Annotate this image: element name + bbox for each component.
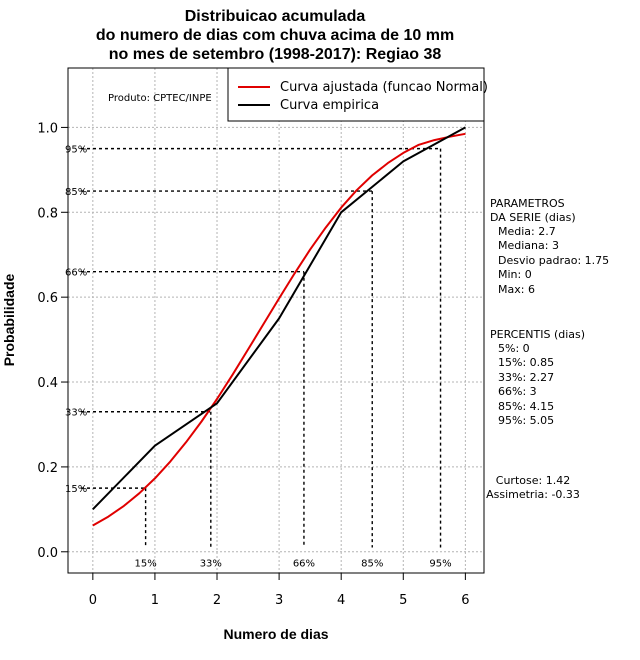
side-panel: PARAMETROS DA SERIE (dias) Media: 2.7 Me… xyxy=(486,197,609,501)
percentile-x-label: 85% xyxy=(361,559,383,570)
percentil-95: 95%: 5.05 xyxy=(498,414,554,427)
y-axis-label: Probabilidade xyxy=(1,274,17,367)
x-tick-label: 5 xyxy=(399,593,407,608)
percentile-x-label: 66% xyxy=(293,559,315,570)
percentile-y-label: 85% xyxy=(65,187,87,198)
fitted-normal-curve xyxy=(92,132,466,527)
y-tick-label: 0.6 xyxy=(37,291,58,306)
x-axis-label: Numero de dias xyxy=(223,626,328,642)
percentile-x-label: 95% xyxy=(429,559,451,570)
param-desvio: Desvio padrao: 1.75 xyxy=(498,254,609,267)
y-tick-label: 0.8 xyxy=(37,206,58,221)
legend: Curva ajustada (funcao Normal) Curva emp… xyxy=(227,67,488,122)
assimetria: Assimetria: -0.33 xyxy=(486,488,580,501)
percentil-85: 85%: 4.15 xyxy=(498,400,554,413)
chart-title-line-2: do numero de dias com chuva acima de 10 … xyxy=(96,27,454,44)
producer-note: Produto: CPTEC/INPE xyxy=(108,93,212,104)
percentil-15: 15%: 0.85 xyxy=(498,356,554,369)
percentil-5: 5%: 0 xyxy=(498,342,530,355)
chart-title-line-1: Distribuicao acumulada xyxy=(185,8,366,25)
y-tick-label: 0.4 xyxy=(37,376,58,391)
param-mediana: Mediana: 3 xyxy=(498,239,559,252)
percentis-title: PERCENTIS (dias) xyxy=(490,328,585,341)
percentile-y-label: 95% xyxy=(65,145,87,156)
params-title-line-2: DA SERIE (dias) xyxy=(490,211,576,224)
empirical-curve xyxy=(92,126,466,510)
x-tick-label: 2 xyxy=(213,593,221,608)
x-tick-label: 0 xyxy=(89,593,97,608)
legend-label-fitted: Curva ajustada (funcao Normal) xyxy=(280,80,488,95)
param-max: Max: 6 xyxy=(498,283,535,296)
y-tick-label: 0.0 xyxy=(37,546,58,561)
axes: 0 1 2 3 4 5 6 0.0 0.2 0.4 0.6 0.8 1.0 xyxy=(37,121,469,608)
legend-box xyxy=(227,67,485,122)
percentile-y-label: 15% xyxy=(65,484,87,495)
chart-title-line-3: no mes de setembro (1998-2017): Regiao 3… xyxy=(109,46,442,63)
legend-label-empirical: Curva empirica xyxy=(280,98,379,113)
x-tick-label: 4 xyxy=(337,593,345,608)
percentile-y-label: 33% xyxy=(65,408,87,419)
y-tick-label: 1.0 xyxy=(37,121,58,136)
param-min: Min: 0 xyxy=(498,268,532,281)
x-tick-label: 3 xyxy=(275,593,283,608)
curtose: Curtose: 1.42 xyxy=(496,474,570,487)
percentil-33: 33%: 2.27 xyxy=(498,371,554,384)
percentile-y-label: 66% xyxy=(65,268,87,279)
x-tick-label: 1 xyxy=(151,593,159,608)
params-title-line-1: PARAMETROS xyxy=(490,197,565,210)
y-tick-label: 0.2 xyxy=(37,461,58,476)
percentile-x-label: 15% xyxy=(134,559,156,570)
percentile-x-label: 33% xyxy=(200,559,222,570)
percentil-66: 66%: 3 xyxy=(498,385,537,398)
series-lines xyxy=(92,126,466,527)
x-tick-label: 6 xyxy=(461,593,469,608)
param-media: Media: 2.7 xyxy=(498,225,556,238)
